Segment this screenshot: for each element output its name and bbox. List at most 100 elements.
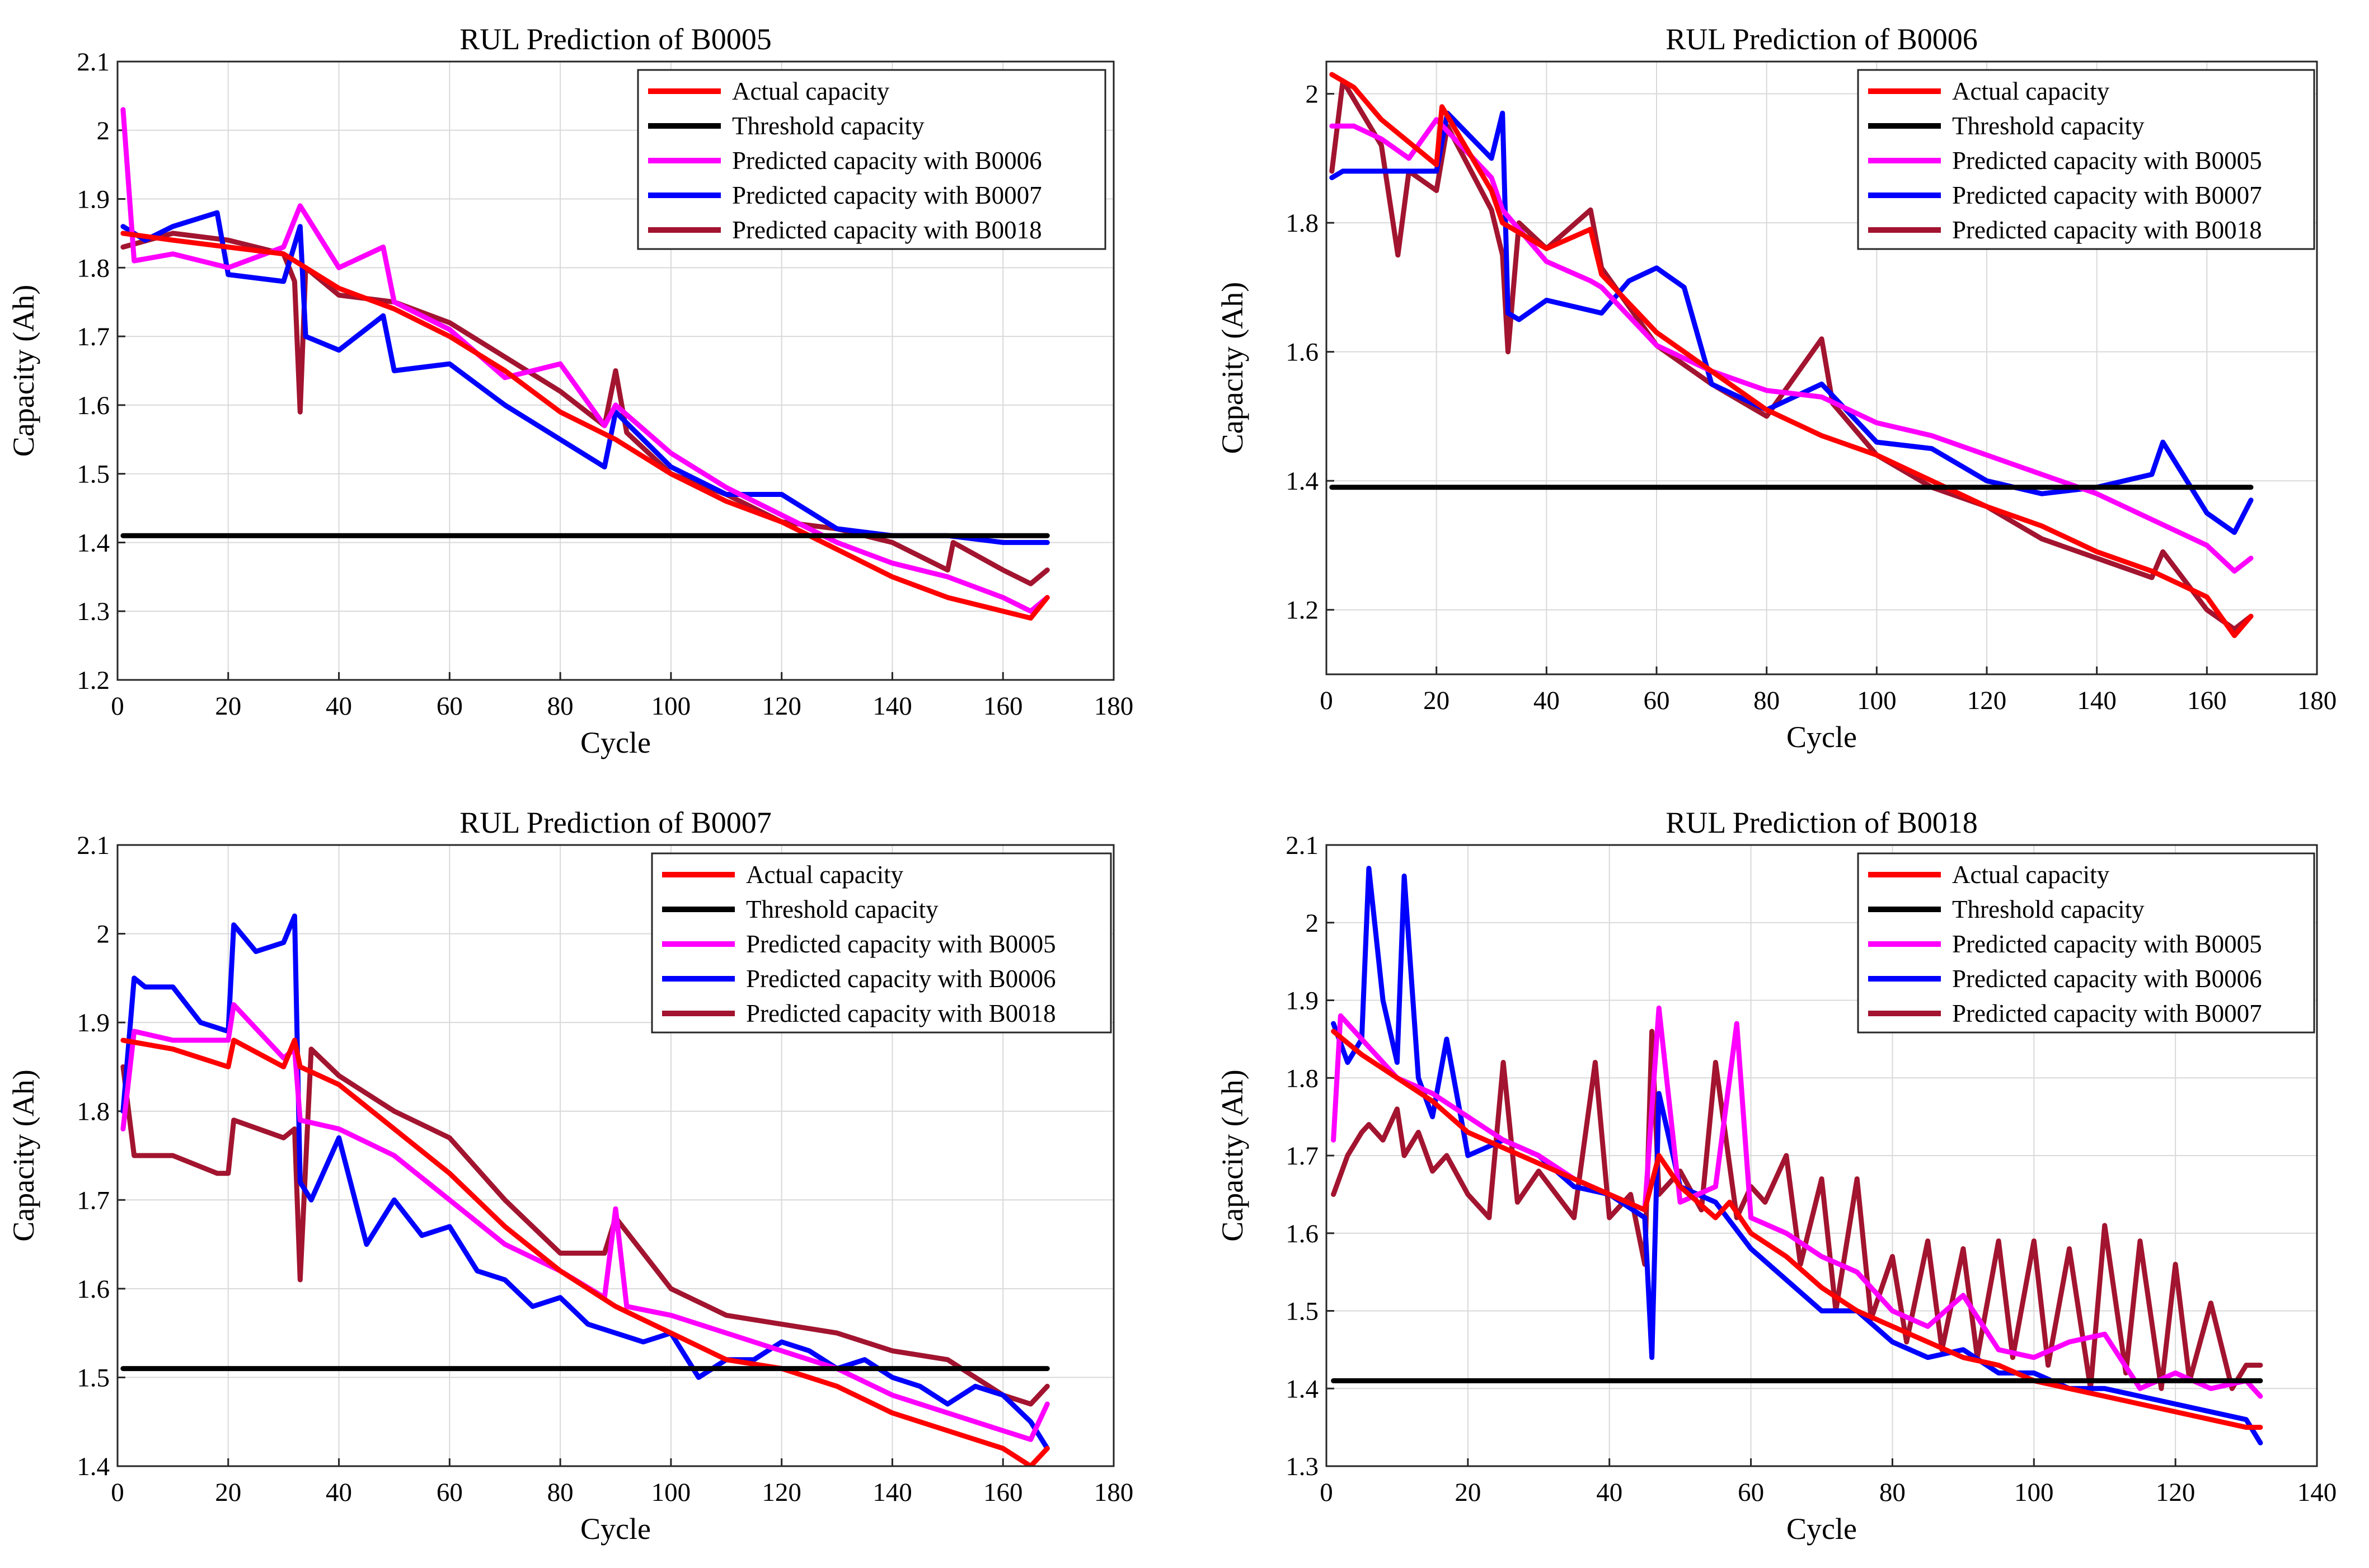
y-tick-label: 1.2 <box>77 666 110 695</box>
x-tick-label: 40 <box>1533 686 1560 715</box>
x-tick-label: 60 <box>437 1478 463 1507</box>
chart-panel-3: 0 20 40 60 80 100 120 140 160 180 1.4 1.5 1.6 1.7 1.8 1… <box>7 806 1133 1546</box>
y-tick-label: 1.6 <box>1286 1219 1319 1248</box>
y-tick-label: 2 <box>97 920 110 949</box>
series-line-maroon <box>120 1046 1050 1407</box>
x-tick-label: 0 <box>1320 1478 1333 1507</box>
x-tick-label: 60 <box>1644 686 1670 715</box>
legend-entry: Predicted capacity with B0007 <box>732 181 1042 209</box>
chart-panel-4: 0 20 40 60 80 100 120 140 1.3 1.4 1.5 1.6 1.7 1.8 1.9 2… <box>1216 806 2337 1546</box>
legend: Actual capacity Threshold capacity Predict… <box>1857 69 2315 250</box>
y-tick-label: 1.7 <box>77 322 110 351</box>
legend-entry: Predicted capacity with B0005 <box>1952 930 2262 958</box>
x-tick-label: 140 <box>872 692 912 721</box>
chart-title: RUL Prediction of B0006 <box>1666 22 1977 56</box>
y-tick-label: 1.8 <box>77 253 110 283</box>
legend-entry: Predicted capacity with B0007 <box>1952 999 2262 1027</box>
y-tick-label: 1.9 <box>77 1008 110 1037</box>
y-tick-label: 2.1 <box>77 831 110 860</box>
x-tick-label: 100 <box>2014 1478 2054 1507</box>
y-tick-label: 2 <box>97 116 110 145</box>
x-tick-label: 60 <box>437 692 463 721</box>
x-tick-label: 120 <box>2156 1478 2196 1507</box>
chart-title: RUL Prediction of B0007 <box>459 806 771 839</box>
y-tick-label: 2 <box>1306 909 1319 938</box>
y-tick-label: 1.4 <box>1286 467 1319 496</box>
series-line-actual <box>120 231 1050 621</box>
x-tick-label: 40 <box>326 1478 352 1507</box>
y-tick-label: 1.8 <box>77 1097 110 1126</box>
series-group <box>1331 866 2263 1445</box>
y-tick-label: 2.1 <box>1286 831 1319 860</box>
y-tick-label: 1.5 <box>77 460 110 489</box>
y-tick-label: 1.6 <box>77 1275 110 1304</box>
legend-entry: Predicted capacity with B0018 <box>746 999 1056 1027</box>
x-axis-label: Cycle <box>580 1512 651 1546</box>
series-line-maroon <box>1331 1029 2263 1391</box>
x-tick-label: 160 <box>983 1478 1023 1507</box>
legend-entry: Threshold capacity <box>1952 895 2145 923</box>
axes-frame <box>116 60 1115 681</box>
x-tick-label: 180 <box>1094 1478 1134 1507</box>
x-axis-label: Cycle <box>1786 1512 1857 1546</box>
chart-panel-1: 0 20 40 60 80 100 120 140 160 180 1.2 1.3 1.4 1.5 1.6 1… <box>7 22 1133 759</box>
legend-entry: Threshold capacity <box>746 895 939 923</box>
x-tick-label: 0 <box>111 692 124 721</box>
y-tick-label: 1.6 <box>77 391 110 420</box>
x-axis-label: Cycle <box>580 726 651 759</box>
legend-entry: Predicted capacity with B0018 <box>1952 216 2262 244</box>
x-tick-label: 160 <box>2187 686 2227 715</box>
legend-entry: Predicted capacity with B0007 <box>1952 181 2262 209</box>
legend-entry: Predicted capacity with B0005 <box>1952 147 2262 175</box>
legend-entry: Predicted capacity with B0018 <box>732 216 1042 244</box>
x-tick-label: 0 <box>1320 686 1333 715</box>
y-tick-label: 1.8 <box>1286 209 1319 238</box>
series-line-actual <box>1331 1029 2263 1430</box>
y-tick-label: 1.7 <box>77 1186 110 1215</box>
x-tick-label: 100 <box>1857 686 1897 715</box>
legend-entry: Actual capacity <box>1952 77 2110 105</box>
y-tick-label: 1.8 <box>1286 1064 1319 1093</box>
series-group <box>120 107 1050 621</box>
legend-entry: Threshold capacity <box>732 112 925 140</box>
legend-entry: Actual capacity <box>732 77 890 105</box>
x-tick-label: 20 <box>1423 686 1449 715</box>
x-tick-label: 80 <box>1753 686 1780 715</box>
series-group <box>1329 72 2254 639</box>
x-tick-label: 120 <box>762 1478 801 1507</box>
x-tick-label: 20 <box>1455 1478 1481 1507</box>
y-tick-label: 1.5 <box>1286 1297 1319 1326</box>
y-tick-label: 2.1 <box>77 48 110 77</box>
legend-entry: Actual capacity <box>746 861 904 889</box>
x-tick-label: 0 <box>111 1478 124 1507</box>
x-tick-label: 120 <box>762 692 801 721</box>
chart-title: RUL Prediction of B0005 <box>459 22 771 56</box>
series-line-actual <box>120 1037 1050 1466</box>
x-tick-label: 80 <box>547 692 574 721</box>
x-tick-label: 40 <box>1596 1478 1622 1507</box>
y-tick-label: 1.7 <box>1286 1142 1319 1171</box>
x-tick-label: 20 <box>215 692 241 721</box>
x-tick-label: 20 <box>215 1478 241 1507</box>
y-tick-label: 1.3 <box>77 597 110 626</box>
x-tick-label: 140 <box>2297 1478 2337 1507</box>
x-tick-label: 80 <box>547 1478 574 1507</box>
y-axis-label: Capacity (Ah) <box>1216 1069 1249 1241</box>
legend-entry: Predicted capacity with B0006 <box>732 147 1042 175</box>
chart-title: RUL Prediction of B0018 <box>1666 806 1977 839</box>
x-tick-label: 40 <box>326 692 352 721</box>
series-line-blue <box>1329 110 2254 535</box>
axes-frame <box>1325 60 2318 675</box>
legend: Actual capacity Threshold capacity Predict… <box>651 852 1112 1034</box>
axes-frame <box>116 844 1115 1467</box>
y-tick-label: 1.9 <box>77 185 110 214</box>
y-tick-label: 1.4 <box>1286 1374 1319 1403</box>
y-axis-label: Capacity (Ah) <box>7 1069 40 1241</box>
y-tick-label: 1.9 <box>1286 987 1319 1016</box>
y-tick-label: 2 <box>1306 80 1319 109</box>
x-tick-label: 140 <box>2077 686 2117 715</box>
x-tick-label: 180 <box>2297 686 2337 715</box>
y-axis-label: Capacity (Ah) <box>7 285 40 457</box>
chart-panel-2: 0 20 40 60 80 100 120 140 160 180 1.2 1.4 1.6 1.8 2 RUL… <box>1216 22 2337 754</box>
legend: Actual capacity Threshold capacity Predict… <box>1857 852 2315 1034</box>
